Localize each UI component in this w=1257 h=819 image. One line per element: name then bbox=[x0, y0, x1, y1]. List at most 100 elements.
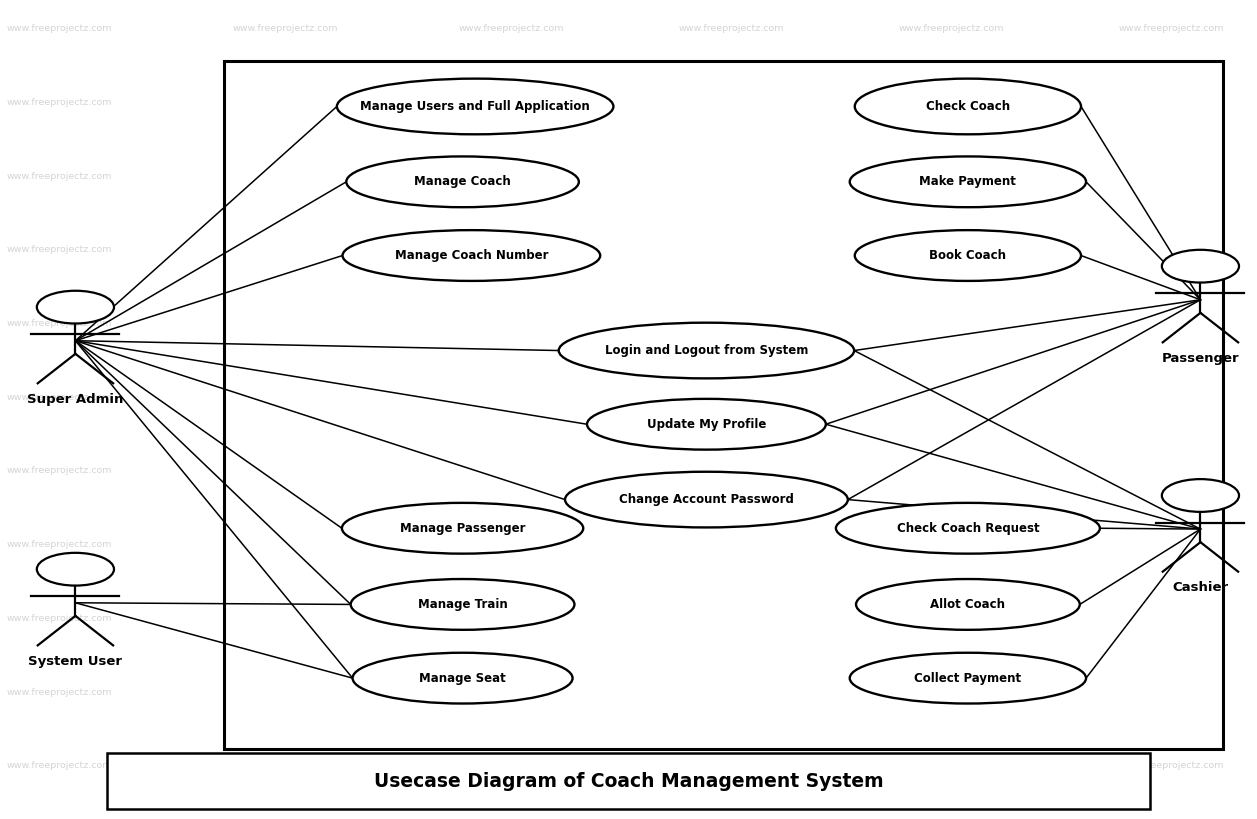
Text: www.freeprojectz.com: www.freeprojectz.com bbox=[233, 319, 338, 328]
Text: www.freeprojectz.com: www.freeprojectz.com bbox=[233, 614, 338, 622]
Ellipse shape bbox=[1161, 250, 1239, 283]
Text: Manage Users and Full Application: Manage Users and Full Application bbox=[361, 100, 590, 113]
FancyBboxPatch shape bbox=[224, 61, 1223, 749]
Ellipse shape bbox=[36, 553, 114, 586]
Text: Passenger: Passenger bbox=[1161, 352, 1239, 365]
Text: www.freeprojectz.com: www.freeprojectz.com bbox=[459, 25, 564, 33]
Text: www.freeprojectz.com: www.freeprojectz.com bbox=[459, 614, 564, 622]
Text: www.freeprojectz.com: www.freeprojectz.com bbox=[899, 172, 1004, 180]
Ellipse shape bbox=[352, 653, 573, 704]
Text: www.freeprojectz.com: www.freeprojectz.com bbox=[6, 246, 112, 254]
Text: www.freeprojectz.com: www.freeprojectz.com bbox=[679, 25, 784, 33]
Ellipse shape bbox=[587, 399, 826, 450]
Text: www.freeprojectz.com: www.freeprojectz.com bbox=[233, 172, 338, 180]
Text: www.freeprojectz.com: www.freeprojectz.com bbox=[233, 688, 338, 696]
Text: www.freeprojectz.com: www.freeprojectz.com bbox=[1119, 541, 1224, 549]
Text: www.freeprojectz.com: www.freeprojectz.com bbox=[899, 246, 1004, 254]
Text: Login and Logout from System: Login and Logout from System bbox=[605, 344, 808, 357]
Text: www.freeprojectz.com: www.freeprojectz.com bbox=[1119, 762, 1224, 770]
Text: www.freeprojectz.com: www.freeprojectz.com bbox=[6, 25, 112, 33]
Text: www.freeprojectz.com: www.freeprojectz.com bbox=[899, 25, 1004, 33]
Text: www.freeprojectz.com: www.freeprojectz.com bbox=[679, 541, 784, 549]
Text: Usecase Diagram of Coach Management System: Usecase Diagram of Coach Management Syst… bbox=[373, 771, 884, 791]
Text: www.freeprojectz.com: www.freeprojectz.com bbox=[6, 172, 112, 180]
Text: www.freeprojectz.com: www.freeprojectz.com bbox=[233, 762, 338, 770]
Text: Check Coach: Check Coach bbox=[926, 100, 1009, 113]
Text: www.freeprojectz.com: www.freeprojectz.com bbox=[459, 541, 564, 549]
Text: Manage Train: Manage Train bbox=[417, 598, 508, 611]
Text: www.freeprojectz.com: www.freeprojectz.com bbox=[1119, 393, 1224, 401]
Text: www.freeprojectz.com: www.freeprojectz.com bbox=[899, 319, 1004, 328]
Text: www.freeprojectz.com: www.freeprojectz.com bbox=[899, 98, 1004, 106]
Ellipse shape bbox=[566, 472, 848, 527]
Ellipse shape bbox=[836, 503, 1100, 554]
Text: www.freeprojectz.com: www.freeprojectz.com bbox=[679, 172, 784, 180]
Text: System User: System User bbox=[29, 655, 122, 668]
Text: www.freeprojectz.com: www.freeprojectz.com bbox=[1119, 25, 1224, 33]
Text: Update My Profile: Update My Profile bbox=[647, 418, 766, 431]
Text: www.freeprojectz.com: www.freeprojectz.com bbox=[1119, 246, 1224, 254]
Text: www.freeprojectz.com: www.freeprojectz.com bbox=[459, 688, 564, 696]
Ellipse shape bbox=[351, 579, 574, 630]
Ellipse shape bbox=[1161, 479, 1239, 512]
Text: Allot Coach: Allot Coach bbox=[930, 598, 1006, 611]
Text: www.freeprojectz.com: www.freeprojectz.com bbox=[679, 246, 784, 254]
Text: www.freeprojectz.com: www.freeprojectz.com bbox=[6, 319, 112, 328]
Ellipse shape bbox=[850, 653, 1086, 704]
Text: www.freeprojectz.com: www.freeprojectz.com bbox=[1119, 614, 1224, 622]
Text: www.freeprojectz.com: www.freeprojectz.com bbox=[233, 541, 338, 549]
Text: Cashier: Cashier bbox=[1173, 581, 1228, 595]
Text: www.freeprojectz.com: www.freeprojectz.com bbox=[679, 688, 784, 696]
Text: www.freeprojectz.com: www.freeprojectz.com bbox=[6, 467, 112, 475]
Text: www.freeprojectz.com: www.freeprojectz.com bbox=[1119, 688, 1224, 696]
Text: www.freeprojectz.com: www.freeprojectz.com bbox=[679, 98, 784, 106]
Ellipse shape bbox=[36, 291, 114, 324]
Text: Book Coach: Book Coach bbox=[929, 249, 1007, 262]
Text: www.freeprojectz.com: www.freeprojectz.com bbox=[679, 467, 784, 475]
Text: Manage Coach Number: Manage Coach Number bbox=[395, 249, 548, 262]
Text: www.freeprojectz.com: www.freeprojectz.com bbox=[459, 172, 564, 180]
Text: www.freeprojectz.com: www.freeprojectz.com bbox=[679, 393, 784, 401]
Text: www.freeprojectz.com: www.freeprojectz.com bbox=[459, 762, 564, 770]
Text: Super Admin: Super Admin bbox=[28, 393, 123, 406]
Text: www.freeprojectz.com: www.freeprojectz.com bbox=[899, 467, 1004, 475]
Ellipse shape bbox=[559, 323, 855, 378]
Text: www.freeprojectz.com: www.freeprojectz.com bbox=[6, 541, 112, 549]
FancyBboxPatch shape bbox=[107, 753, 1150, 809]
Text: Change Account Password: Change Account Password bbox=[618, 493, 794, 506]
Text: www.freeprojectz.com: www.freeprojectz.com bbox=[6, 393, 112, 401]
Text: www.freeprojectz.com: www.freeprojectz.com bbox=[679, 762, 784, 770]
Text: www.freeprojectz.com: www.freeprojectz.com bbox=[679, 319, 784, 328]
Text: www.freeprojectz.com: www.freeprojectz.com bbox=[233, 467, 338, 475]
Text: www.freeprojectz.com: www.freeprojectz.com bbox=[459, 98, 564, 106]
Ellipse shape bbox=[347, 156, 578, 207]
Text: www.freeprojectz.com: www.freeprojectz.com bbox=[6, 762, 112, 770]
Text: www.freeprojectz.com: www.freeprojectz.com bbox=[899, 762, 1004, 770]
Text: Manage Passenger: Manage Passenger bbox=[400, 522, 525, 535]
Text: Make Payment: Make Payment bbox=[919, 175, 1017, 188]
Text: www.freeprojectz.com: www.freeprojectz.com bbox=[899, 393, 1004, 401]
Text: www.freeprojectz.com: www.freeprojectz.com bbox=[679, 614, 784, 622]
Text: www.freeprojectz.com: www.freeprojectz.com bbox=[459, 467, 564, 475]
Text: www.freeprojectz.com: www.freeprojectz.com bbox=[1119, 467, 1224, 475]
Text: www.freeprojectz.com: www.freeprojectz.com bbox=[233, 98, 338, 106]
Text: www.freeprojectz.com: www.freeprojectz.com bbox=[233, 393, 338, 401]
Ellipse shape bbox=[855, 230, 1081, 281]
Text: Collect Payment: Collect Payment bbox=[914, 672, 1022, 685]
Ellipse shape bbox=[850, 156, 1086, 207]
Text: www.freeprojectz.com: www.freeprojectz.com bbox=[459, 246, 564, 254]
Ellipse shape bbox=[856, 579, 1080, 630]
Text: www.freeprojectz.com: www.freeprojectz.com bbox=[899, 541, 1004, 549]
Ellipse shape bbox=[337, 79, 613, 134]
Text: www.freeprojectz.com: www.freeprojectz.com bbox=[1119, 172, 1224, 180]
Text: www.freeprojectz.com: www.freeprojectz.com bbox=[899, 688, 1004, 696]
Text: www.freeprojectz.com: www.freeprojectz.com bbox=[899, 614, 1004, 622]
Text: Check Coach Request: Check Coach Request bbox=[896, 522, 1040, 535]
Text: www.freeprojectz.com: www.freeprojectz.com bbox=[459, 393, 564, 401]
Text: www.freeprojectz.com: www.freeprojectz.com bbox=[6, 98, 112, 106]
Ellipse shape bbox=[342, 230, 601, 281]
Ellipse shape bbox=[855, 79, 1081, 134]
Text: www.freeprojectz.com: www.freeprojectz.com bbox=[233, 246, 338, 254]
Text: www.freeprojectz.com: www.freeprojectz.com bbox=[1119, 98, 1224, 106]
Text: Manage Coach: Manage Coach bbox=[415, 175, 510, 188]
